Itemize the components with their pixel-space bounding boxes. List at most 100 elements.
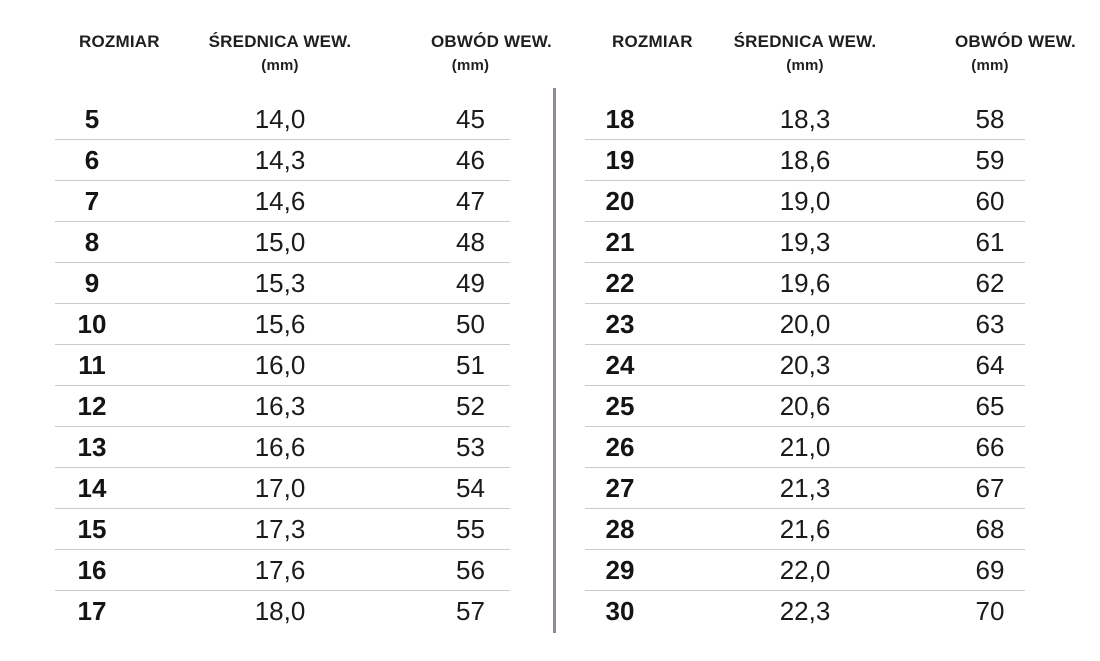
- diameter-value: 14,6: [254, 186, 306, 216]
- column-header-diameter: ŚREDNICA WEW. (mm): [129, 30, 431, 77]
- ring-size-table-right: ROZMIAR ŚREDNICA WEW. (mm) OBWÓD WEW. (m…: [585, 30, 1076, 631]
- circumference-value: 61: [975, 227, 1005, 257]
- table-row: 17 18,0 57: [55, 591, 510, 631]
- column-header-circumference-unit: (mm): [451, 57, 490, 74]
- size-value: 8: [84, 227, 100, 257]
- size-value: 24: [605, 350, 635, 380]
- table-row: 22 19,6 62: [585, 263, 1025, 304]
- table-row: 26 21,0 66: [585, 427, 1025, 468]
- column-header-circumference: OBWÓD WEW. (mm): [955, 30, 1076, 77]
- column-header-size: ROZMIAR: [79, 32, 160, 51]
- circumference-value: 67: [975, 473, 1005, 503]
- diameter-value: 16,6: [254, 432, 306, 462]
- size-value: 14: [77, 473, 107, 503]
- diameter-value: 19,0: [779, 186, 831, 216]
- column-header-diameter: ŚREDNICA WEW. (mm): [655, 30, 955, 77]
- circumference-value: 53: [456, 432, 485, 462]
- size-value: 18: [605, 104, 635, 134]
- circumference-value: 68: [975, 514, 1005, 544]
- table-row: 21 19,3 61: [585, 222, 1025, 263]
- size-value: 11: [78, 350, 106, 380]
- size-value: 25: [605, 391, 635, 421]
- circumference-value: 50: [456, 309, 485, 339]
- table-row: 24 20,3 64: [585, 345, 1025, 386]
- size-value: 20: [605, 186, 635, 216]
- diameter-value: 21,6: [779, 514, 831, 544]
- size-value: 5: [84, 104, 100, 134]
- column-header-circumference-label: OBWÓD WEW.: [955, 32, 1076, 51]
- size-value: 9: [84, 268, 100, 298]
- table-body-right: 18 18,3 58 19 18,6 59 20 19,0 60 21: [585, 99, 1025, 631]
- diameter-value: 22,3: [779, 596, 831, 626]
- circumference-value: 62: [975, 268, 1005, 298]
- size-value: 28: [605, 514, 635, 544]
- circumference-value: 58: [975, 104, 1005, 134]
- diameter-value: 16,3: [254, 391, 306, 421]
- size-value: 30: [605, 596, 635, 626]
- circumference-value: 70: [975, 596, 1005, 626]
- circumference-value: 56: [456, 555, 485, 585]
- size-value: 22: [605, 268, 635, 298]
- circumference-value: 47: [456, 186, 485, 216]
- table-row: 30 22,3 70: [585, 591, 1025, 631]
- circumference-value: 57: [456, 596, 485, 626]
- table-row: 12 16,3 52: [55, 386, 510, 427]
- table-row: 5 14,0 45: [55, 99, 510, 140]
- table-header-row: ROZMIAR ŚREDNICA WEW. (mm) OBWÓD WEW. (m…: [585, 30, 1076, 77]
- table-row: 28 21,6 68: [585, 509, 1025, 550]
- table-divider: [553, 88, 556, 633]
- table-row: 10 15,6 50: [55, 304, 510, 345]
- size-value: 19: [605, 145, 635, 175]
- table-row: 18 18,3 58: [585, 99, 1025, 140]
- diameter-value: 18,0: [254, 596, 306, 626]
- circumference-value: 54: [456, 473, 485, 503]
- circumference-value: 65: [975, 391, 1005, 421]
- diameter-value: 15,6: [254, 309, 306, 339]
- table-body-left: 5 14,0 45 6 14,3 46 7 14,6 47 8: [55, 99, 510, 631]
- size-value: 16: [77, 555, 107, 585]
- table-row: 9 15,3 49: [55, 263, 510, 304]
- diameter-value: 14,3: [254, 145, 306, 175]
- ring-size-table-left: ROZMIAR ŚREDNICA WEW. (mm) OBWÓD WEW. (m…: [55, 30, 552, 631]
- table-row: 19 18,6 59: [585, 140, 1025, 181]
- diameter-value: 19,6: [779, 268, 831, 298]
- table-row: 23 20,0 63: [585, 304, 1025, 345]
- diameter-value: 17,3: [254, 514, 306, 544]
- circumference-value: 59: [975, 145, 1005, 175]
- circumference-value: 66: [975, 432, 1005, 462]
- circumference-value: 69: [975, 555, 1005, 585]
- diameter-value: 16,0: [254, 350, 306, 380]
- diameter-value: 17,0: [254, 473, 306, 503]
- table-row: 13 16,6 53: [55, 427, 510, 468]
- table-row: 20 19,0 60: [585, 181, 1025, 222]
- column-header-circumference-unit: (mm): [971, 57, 1009, 74]
- size-value: 10: [77, 309, 107, 339]
- table-row: 16 17,6 56: [55, 550, 510, 591]
- diameter-value: 20,0: [779, 309, 831, 339]
- table-row: 8 15,0 48: [55, 222, 510, 263]
- size-value: 6: [84, 145, 100, 175]
- circumference-value: 46: [456, 145, 485, 175]
- diameter-value: 21,0: [779, 432, 831, 462]
- table-row: 14 17,0 54: [55, 468, 510, 509]
- diameter-value: 21,3: [779, 473, 831, 503]
- diameter-value: 15,3: [254, 268, 306, 298]
- circumference-value: 49: [456, 268, 485, 298]
- table-row: 15 17,3 55: [55, 509, 510, 550]
- diameter-value: 18,6: [779, 145, 831, 175]
- column-header-size: ROZMIAR: [612, 32, 693, 51]
- circumference-value: 63: [975, 309, 1005, 339]
- size-value: 21: [605, 227, 635, 257]
- size-value: 13: [77, 432, 107, 462]
- diameter-value: 20,3: [779, 350, 831, 380]
- column-header-circumference: OBWÓD WEW. (mm): [431, 30, 552, 77]
- circumference-value: 55: [456, 514, 485, 544]
- column-header-diameter-label: ŚREDNICA WEW.: [733, 32, 877, 51]
- table-row: 29 22,0 69: [585, 550, 1025, 591]
- size-value: 15: [77, 514, 107, 544]
- size-value: 29: [605, 555, 635, 585]
- diameter-value: 14,0: [254, 104, 306, 134]
- circumference-value: 52: [456, 391, 485, 421]
- diameter-value: 22,0: [779, 555, 831, 585]
